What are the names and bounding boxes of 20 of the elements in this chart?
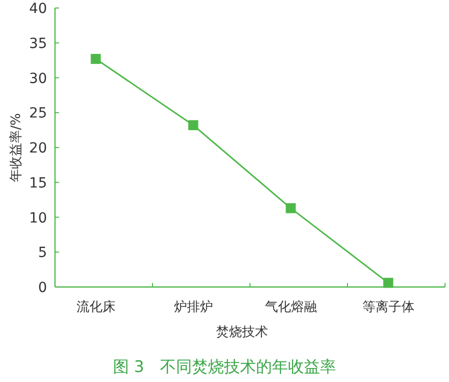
y-tick-label: 25 (29, 106, 47, 122)
x-tick-label: 炉排炉 (174, 300, 213, 315)
y-tick-label: 0 (38, 280, 47, 296)
point (90, 54, 101, 64)
y-tick-label: 15 (29, 175, 47, 192)
x-tick-label: 等离子体 (362, 299, 414, 315)
x-tick-label: 流化床 (76, 299, 116, 315)
y-tick-label: 35 (29, 36, 47, 52)
point (188, 120, 198, 130)
y-tick-label: 20 (29, 140, 47, 156)
point (383, 278, 394, 288)
x-tick-label: 气化熔融 (264, 300, 317, 315)
y-tick-label: 40 (29, 1, 47, 17)
point (286, 203, 296, 214)
y-tick-label: 5 (38, 245, 47, 262)
y-axis-title: 年收益率/% (8, 113, 24, 182)
y-tick-label: 30 (29, 70, 47, 87)
x-axis-title: 焚烧技术 (216, 325, 268, 340)
y-tick-label: 10 (29, 210, 47, 226)
text: 图 3 不同焚烧技术的年收益率 (112, 357, 336, 376)
